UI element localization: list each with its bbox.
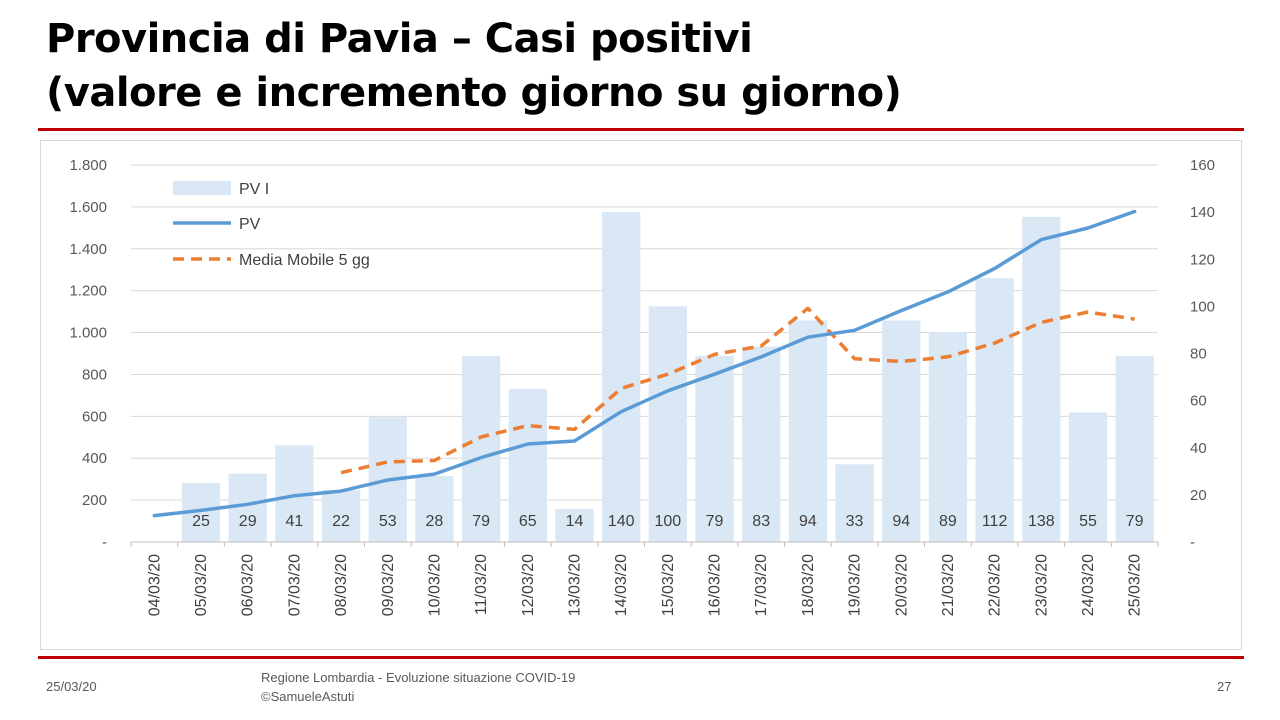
right-axis-tick-label: 20 bbox=[1190, 487, 1207, 504]
legend-label-bars: PV I bbox=[239, 181, 269, 198]
x-axis-tick-label: 08/03/20 bbox=[333, 554, 350, 616]
bar bbox=[602, 212, 641, 542]
page-number: 27 bbox=[1217, 679, 1232, 694]
x-axis-tick-label: 17/03/20 bbox=[753, 554, 770, 616]
left-axis-tick-label: 1.000 bbox=[69, 325, 107, 342]
x-axis-tick-label: 06/03/20 bbox=[240, 554, 257, 616]
bar-data-label: 138 bbox=[1028, 513, 1055, 530]
x-axis-tick-label: 20/03/20 bbox=[893, 554, 910, 616]
x-axis-tick-label: 19/03/20 bbox=[847, 554, 864, 616]
x-axis-tick-label: 10/03/20 bbox=[426, 554, 443, 616]
right-axis-tick-label: - bbox=[1190, 534, 1195, 551]
bar bbox=[1068, 412, 1108, 542]
x-axis-tick-label: 15/03/20 bbox=[660, 554, 677, 616]
left-axis-tick-label: - bbox=[102, 534, 107, 551]
x-axis-tick-label: 11/03/20 bbox=[473, 554, 490, 615]
left-axis-tick-label: 800 bbox=[82, 366, 107, 383]
x-axis-tick-label: 25/03/20 bbox=[1127, 554, 1144, 616]
title-line-1: Provincia di Pavia – Casi positivi bbox=[46, 16, 753, 62]
chart-frame: - 200 400 600 800 1.000 1.200 1.400 1.600 1.800 - 2… bbox=[40, 140, 1242, 650]
bar bbox=[742, 346, 781, 542]
bar-data-label: 29 bbox=[239, 513, 257, 530]
moving-average-line bbox=[340, 306, 1135, 475]
chart: - 200 400 600 800 1.000 1.200 1.400 1.600 1.800 - 2… bbox=[69, 157, 1215, 616]
bar-data-label: 79 bbox=[706, 513, 724, 530]
bar-data-label: 22 bbox=[332, 513, 350, 530]
x-axis-tick-label: 05/03/20 bbox=[193, 554, 210, 616]
bar bbox=[695, 355, 734, 542]
bar bbox=[415, 476, 454, 542]
bar-data-label: 55 bbox=[1079, 513, 1097, 530]
bar-data-label: 79 bbox=[472, 513, 490, 530]
bar-data-label: 53 bbox=[379, 513, 397, 530]
x-axis-tick-label: 22/03/20 bbox=[987, 554, 1004, 616]
right-axis-tick-label: 40 bbox=[1190, 440, 1207, 457]
legend-label-pv: PV bbox=[239, 216, 261, 233]
right-axis-tick-label: 160 bbox=[1190, 157, 1215, 174]
bar bbox=[975, 278, 1014, 542]
x-axis-tick-label: 09/03/20 bbox=[380, 554, 397, 616]
footer-source-line-1: Regione Lombardia - Evoluzione situazion… bbox=[261, 670, 576, 685]
x-axis-tick-label: 04/03/20 bbox=[146, 554, 163, 616]
bar-data-label: 112 bbox=[982, 513, 1008, 530]
pv-line bbox=[152, 209, 1137, 518]
title-line-2: (valore e incremento giorno su giorno) bbox=[46, 70, 902, 116]
x-axis-tick-label: 24/03/20 bbox=[1080, 554, 1097, 616]
bar bbox=[882, 320, 921, 542]
left-axis-tick-label: 1.400 bbox=[69, 241, 107, 258]
bar bbox=[648, 306, 687, 542]
bar-data-label: 79 bbox=[1126, 513, 1144, 530]
footer-rule bbox=[38, 656, 1244, 659]
bar bbox=[461, 355, 501, 542]
x-axis-tick-label: 07/03/20 bbox=[286, 554, 303, 616]
bar bbox=[788, 320, 828, 542]
legend-swatch-bars bbox=[173, 181, 231, 195]
bar bbox=[555, 509, 594, 542]
bar-data-label: 140 bbox=[608, 513, 635, 530]
bar bbox=[835, 464, 874, 542]
left-axis-tick-label: 600 bbox=[82, 408, 107, 425]
bar-data-label: 33 bbox=[846, 513, 864, 530]
right-axis-tick-label: 100 bbox=[1190, 298, 1215, 315]
x-axis-tick-label: 12/03/20 bbox=[520, 554, 537, 616]
bar bbox=[228, 473, 267, 542]
left-axis-tick-label: 1.600 bbox=[69, 199, 107, 216]
x-axis-tick-label: 21/03/20 bbox=[940, 554, 957, 616]
bar bbox=[508, 388, 547, 542]
left-axis-tick-label: 1.800 bbox=[69, 157, 107, 174]
footer-source: Regione Lombardia - Evoluzione situazion… bbox=[261, 668, 575, 706]
bar bbox=[1115, 355, 1154, 542]
x-axis-tick-label: 23/03/20 bbox=[1033, 554, 1050, 616]
legend-label-moving-average: Media Mobile 5 gg bbox=[239, 252, 370, 269]
right-axis-tick-label: 60 bbox=[1190, 393, 1207, 410]
x-axis-tick-label: 13/03/20 bbox=[566, 554, 583, 616]
right-axis-tick-label: 120 bbox=[1190, 251, 1215, 268]
left-axis-tick-label: 1.200 bbox=[69, 283, 107, 300]
title-rule bbox=[38, 128, 1244, 131]
bar-data-label: 25 bbox=[192, 513, 210, 530]
left-axis-tick-label: 200 bbox=[82, 492, 107, 509]
right-axis-tick-label: 140 bbox=[1190, 204, 1215, 221]
slide-title: Provincia di Pavia – Casi positivi (valo… bbox=[46, 12, 902, 120]
bar-data-label: 100 bbox=[654, 513, 681, 530]
bar-data-label: 14 bbox=[566, 513, 584, 530]
x-axis-tick-label: 18/03/20 bbox=[800, 554, 817, 616]
bar-data-label: 65 bbox=[519, 513, 537, 530]
bar-data-label: 94 bbox=[799, 513, 817, 530]
bar-data-label: 83 bbox=[752, 513, 770, 530]
bar bbox=[321, 490, 361, 542]
left-axis-tick-label: 400 bbox=[82, 450, 107, 467]
bar-data-label: 89 bbox=[939, 513, 957, 530]
x-axis-tick-label: 16/03/20 bbox=[707, 554, 724, 616]
footer-date: 25/03/20 bbox=[46, 679, 97, 694]
bar-data-label: 41 bbox=[285, 513, 303, 530]
x-axis-tick-label: 14/03/20 bbox=[613, 554, 630, 616]
footer-source-line-2: ©SamueleAstuti bbox=[261, 689, 355, 704]
right-axis-tick-label: 80 bbox=[1190, 346, 1207, 363]
bar-data-label: 94 bbox=[892, 513, 910, 530]
bar bbox=[1022, 216, 1061, 542]
bar-data-label: 28 bbox=[426, 513, 444, 530]
bar bbox=[928, 332, 968, 542]
